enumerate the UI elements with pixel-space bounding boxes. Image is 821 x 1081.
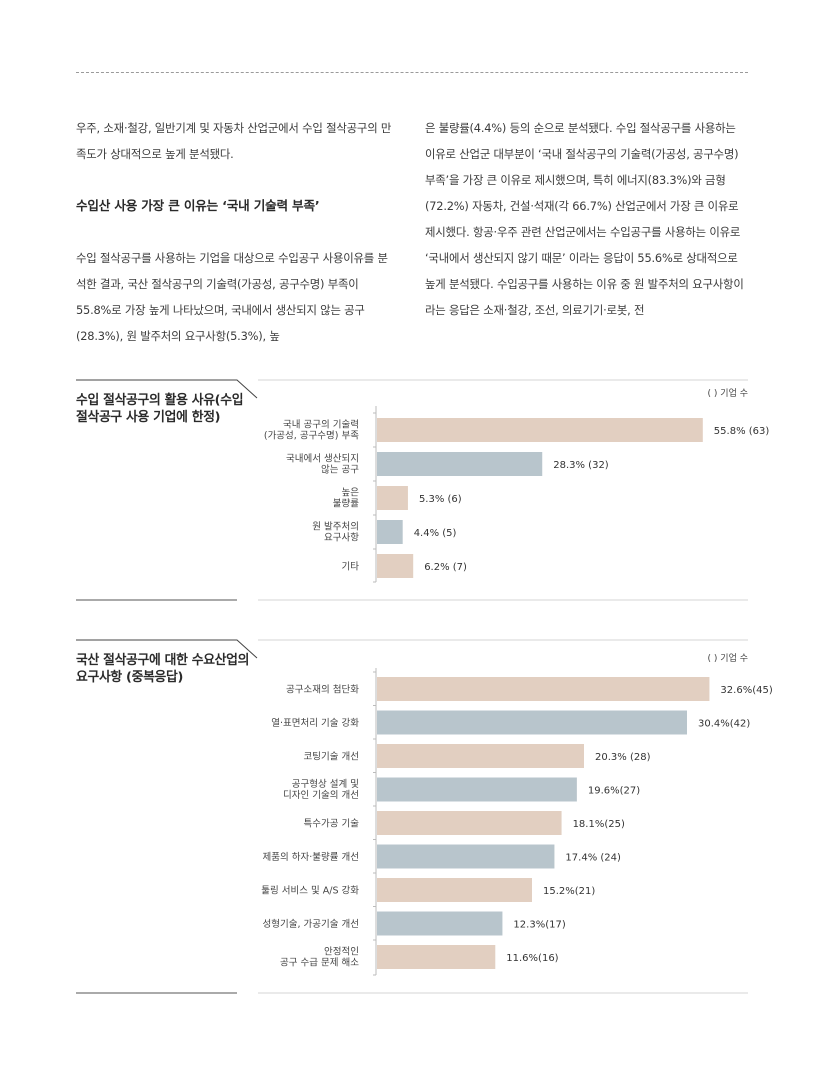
top-dashed-rule <box>76 72 748 73</box>
bar-value-label: 5.3% (6) <box>419 494 462 505</box>
category-label: 열·표면처리 기술 강화 <box>271 717 359 729</box>
category-label: 제품의 하자·불량률 개선 <box>263 851 359 863</box>
category-label: 안정적인 공구 수급 문제 해소 <box>280 946 359 969</box>
bar-value-label: 28.3% (32) <box>553 460 609 471</box>
chart1-title-rule <box>76 379 258 399</box>
category-label: 높은 불량률 <box>333 488 359 510</box>
bar-value-label: 15.2%(21) <box>543 886 595 897</box>
category-label: 공구형상 설계 및 디자인 기술의 개선 <box>283 778 359 801</box>
bar <box>377 418 703 442</box>
paragraph-continued: 은 불량률(4.4%) 등의 순으로 분석됐다. 수입 절삭공구를 사용하는 이… <box>425 121 744 317</box>
section-heading: 수입산 사용 가장 큰 이유는 ‘국내 기술력 부족’ <box>76 198 320 213</box>
paragraph-analysis: 수입 절삭공구를 사용하는 기업을 대상으로 수입공구 사용이유를 분석한 결과… <box>76 251 388 343</box>
bar <box>377 710 687 735</box>
chart1-plot: ( ) 기업 수 55.8% (63) 국내 공구의 기술력 (가공성, 공구수명) … <box>264 388 770 583</box>
chart2-unit-note: ( ) 기업 수 <box>708 653 748 664</box>
bar-value-label: 11.6%(16) <box>506 953 558 964</box>
bar <box>377 744 585 768</box>
bar-value-label: 18.1%(25) <box>573 819 625 830</box>
bar-value-label: 30.4%(42) <box>698 719 750 730</box>
chart1-title: 수입 절삭공구의 활용 사유(수입절삭공구 사용 기업에 한정) <box>76 393 244 425</box>
category-label: 특수가공 기술 <box>304 819 360 830</box>
bar <box>377 677 710 701</box>
chart2-title: 국산 절삭공구에 대한 수요산업의 요구사항 (중복응답) <box>76 653 250 685</box>
chart2-title-rule <box>76 639 258 659</box>
bar <box>377 777 577 802</box>
bar-value-label: 12.3%(17) <box>513 920 565 931</box>
category-label: 기타 <box>342 562 360 573</box>
paragraph-intro: 우주, 소재·철강, 일반기계 및 자동차 산업군에서 수입 절삭공구의 만족도… <box>76 121 392 161</box>
category-label: 성형기술, 가공기술 개선 <box>263 919 359 930</box>
body-column-left: 우주, 소재·철강, 일반기계 및 자동차 산업군에서 수입 절삭공구의 만족도… <box>76 115 396 349</box>
bar-value-label: 17.4% (24) <box>565 853 621 864</box>
chart1-unit-note: ( ) 기업 수 <box>708 388 748 399</box>
bar <box>377 911 503 936</box>
category-label: 코팅기술 개선 <box>304 752 359 763</box>
bar <box>377 844 555 869</box>
bar-value-label: 20.3% (28) <box>595 752 651 763</box>
category-label: 툴링 서비스 및 A/S 강화 <box>261 885 359 897</box>
bar <box>377 452 543 476</box>
bar-value-label: 19.6%(27) <box>588 786 640 797</box>
category-label: 공구소재의 첨단화 <box>286 685 359 696</box>
bar <box>377 945 496 969</box>
bar <box>377 878 532 902</box>
bar <box>377 811 562 835</box>
bar <box>377 520 403 544</box>
bar <box>377 554 414 578</box>
category-label: 원 발주처의 요구사항 <box>312 521 359 544</box>
category-label: 국내 공구의 기술력 (가공성, 공구수명) 부족 <box>264 419 359 442</box>
category-label: 국내에서 생산되지 않는 공구 <box>286 454 359 476</box>
bar <box>377 486 408 510</box>
chart2-plot: ( ) 기업 수 32.6%(45) 공구소재의 첨단화 30.4%(42) 열·표면처… <box>261 653 773 976</box>
bar-value-label: 55.8% (63) <box>714 426 770 437</box>
body-column-right: 은 불량률(4.4%) 등의 순으로 분석됐다. 수입 절삭공구를 사용하는 이… <box>425 115 745 323</box>
bar-value-label: 6.2% (7) <box>424 562 467 573</box>
bar-value-label: 32.6%(45) <box>720 685 772 696</box>
bar-value-label: 4.4% (5) <box>414 528 457 539</box>
